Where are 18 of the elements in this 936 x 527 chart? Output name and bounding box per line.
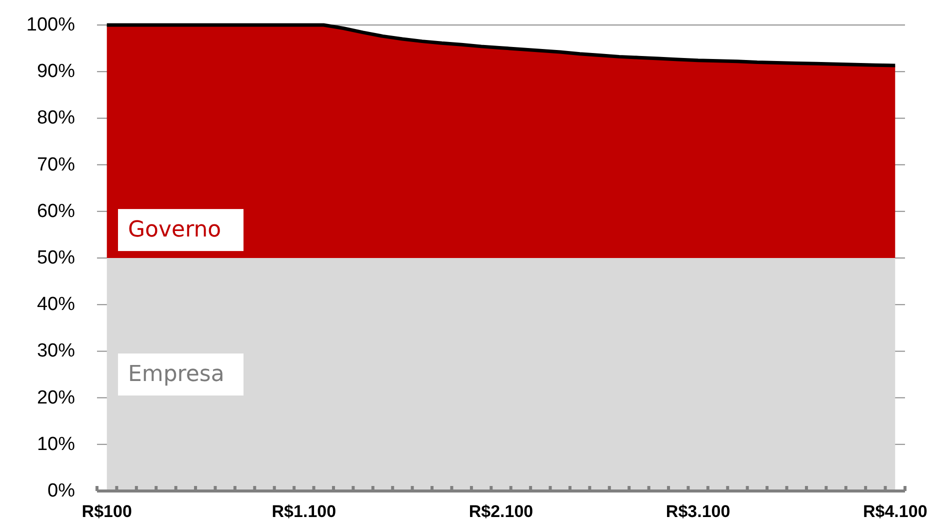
x-tick-label: R$3.100 (666, 502, 730, 521)
series-label: Governo (128, 218, 222, 243)
y-tick-label: 90% (36, 61, 76, 82)
y-tick-label: 80% (36, 108, 76, 129)
series-label: Empresa (128, 362, 224, 387)
x-tick-label: R$1.100 (272, 502, 336, 521)
y-tick-label: 0% (48, 480, 76, 502)
x-tick-label: R$4.100 (863, 502, 928, 521)
y-tick-label: 70% (36, 154, 76, 176)
y-tick-label: 60% (36, 200, 76, 222)
y-tick-label: 10% (36, 434, 76, 455)
x-tick-label: R$2.100 (468, 502, 534, 521)
y-tick-label: 50% (36, 248, 76, 268)
y-tick-label: 40% (36, 294, 76, 316)
x-tick-label: R$100 (82, 502, 132, 521)
y-tick-label: 30% (36, 340, 76, 362)
y-tick-label: 20% (36, 387, 76, 408)
y-tick-label: 100% (26, 14, 76, 36)
